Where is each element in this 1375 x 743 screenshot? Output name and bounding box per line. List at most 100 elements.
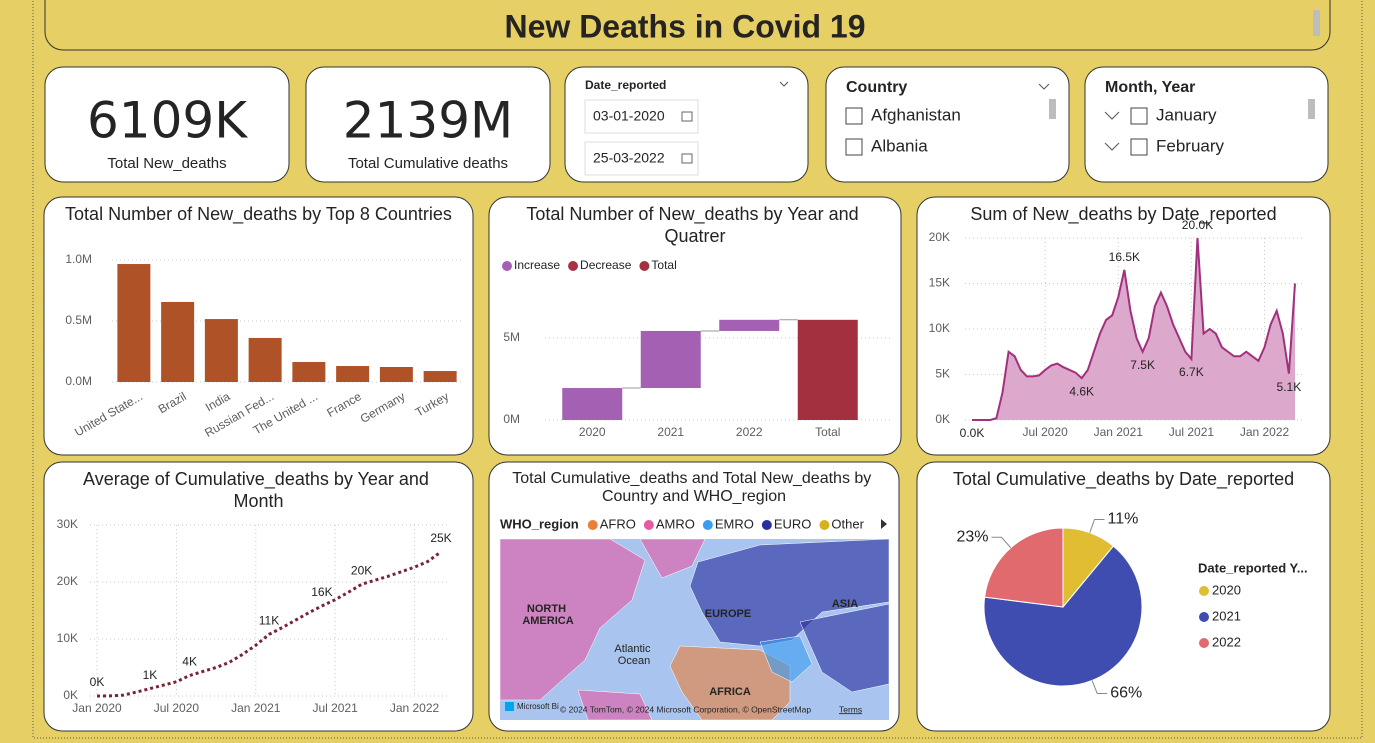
y-tick-label: 0M <box>503 412 520 426</box>
date-input[interactable] <box>584 99 699 134</box>
y-tick-label: 0.5M <box>65 313 92 327</box>
card-label: Total New_deaths <box>107 155 226 172</box>
panel <box>43 461 474 732</box>
y-tick-label: 10K <box>929 321 950 335</box>
line <box>972 237 1296 421</box>
y-tick-label: 5K <box>935 367 950 381</box>
slicer-item[interactable]: January <box>1156 105 1217 124</box>
pie-slice <box>984 527 1064 608</box>
legend-marker <box>587 520 598 530</box>
bar <box>423 371 457 382</box>
x-tick-label: Total <box>815 425 840 439</box>
chart-title: Total Cumulative_deaths by Date_reported <box>953 469 1294 490</box>
x-tick-label: Jan 2021 <box>231 701 281 715</box>
y-tick-label: 20K <box>57 574 78 588</box>
slicer-item[interactable]: Afghanistan <box>871 105 961 124</box>
legend-marker <box>702 520 713 530</box>
date-input[interactable] <box>584 141 699 176</box>
checkbox[interactable] <box>1130 107 1148 125</box>
legend-label: AFRO <box>600 516 636 531</box>
chart-title: Average of Cumulative_deaths by Year and… <box>83 469 434 511</box>
map-terms[interactable]: Terms <box>839 704 862 714</box>
slicer-item[interactable]: February <box>1156 136 1225 155</box>
legend-label: Increase <box>514 258 560 272</box>
data-label: 5.1K <box>1277 380 1302 394</box>
data-label: 16K <box>311 585 332 599</box>
region[interactable] <box>759 635 813 683</box>
slicer-item[interactable]: Albania <box>871 136 928 155</box>
date-value: 25-03-2022 <box>593 150 665 166</box>
card-value: 6109K <box>87 92 248 150</box>
legend-title: Date_reported Y... <box>1198 560 1308 575</box>
calendar-icon[interactable] <box>681 153 693 164</box>
leader-line <box>1091 680 1108 694</box>
data-label: 4.6K <box>1069 384 1094 398</box>
chevron[interactable] <box>1038 83 1050 90</box>
checkbox[interactable] <box>1130 138 1148 156</box>
data-label: 0.0K <box>960 426 985 440</box>
calendar-icon[interactable] <box>681 111 693 122</box>
panel <box>305 66 551 183</box>
legend-next[interactable] <box>881 519 887 529</box>
data-label: 7.5K <box>1130 358 1155 372</box>
map-logo: Microsoft Bi <box>517 702 559 711</box>
checkbox[interactable] <box>845 107 863 125</box>
y-tick-label: 1.0M <box>65 252 92 266</box>
waterfall-bar <box>719 319 780 331</box>
y-tick-label: 5M <box>503 330 520 344</box>
leader-line <box>991 536 1012 549</box>
scrollbar[interactable] <box>1313 10 1320 36</box>
legend-label: Decrease <box>580 258 632 272</box>
expand-chevron[interactable] <box>1104 111 1120 120</box>
panel <box>825 66 1070 183</box>
slicer-title: Date_reported <box>585 78 666 92</box>
data-label: 23% <box>956 528 988 545</box>
legend-marker <box>643 520 654 530</box>
region[interactable] <box>639 539 706 579</box>
region[interactable] <box>577 689 653 720</box>
x-tick-label: 2021 <box>657 425 684 439</box>
scrollbar[interactable] <box>1308 99 1315 119</box>
data-label: 11% <box>1108 511 1139 528</box>
x-tick-label: Jan 2022 <box>1240 425 1290 439</box>
x-tick-label: 2022 <box>736 425 763 439</box>
data-label: 4K <box>182 655 197 669</box>
legend-label: 2021 <box>1212 608 1241 623</box>
region[interactable] <box>500 539 646 701</box>
waterfall-bar <box>562 388 623 420</box>
legend-marker <box>1199 638 1209 648</box>
map-label: EUROPE <box>705 608 751 620</box>
bar <box>292 361 326 382</box>
legend-label: Total <box>651 258 676 272</box>
y-tick-label: 0K <box>935 412 950 426</box>
checkbox[interactable] <box>845 138 863 156</box>
legend-label: AMRO <box>656 516 695 531</box>
waterfall-bar <box>797 319 858 420</box>
map-label: NORTH AMERICA <box>522 603 573 627</box>
chart-title: Total Number of New_deaths by Top 8 Coun… <box>65 204 452 225</box>
scrollbar[interactable] <box>1049 99 1056 119</box>
map-label: AFRICA <box>709 686 751 698</box>
map-label: Atlantic Ocean <box>614 643 653 667</box>
data-label: 25K <box>430 531 451 545</box>
legend-label: EURO <box>774 516 812 531</box>
line <box>96 550 442 698</box>
x-tick-label: Jan 2021 <box>1094 425 1144 439</box>
page-title: New Deaths in Covid 19 <box>505 8 866 44</box>
map[interactable]: NORTH AMERICA EUROPE ASIA Atlantic Ocean AFR… <box>500 539 889 720</box>
map-label: ASIA <box>832 598 858 610</box>
legend-marker <box>761 520 772 530</box>
slicer-title: Month, Year <box>1105 79 1195 96</box>
data-label: 0K <box>90 675 105 689</box>
bar <box>379 366 413 382</box>
date-value: 03-01-2020 <box>593 108 665 124</box>
chevron[interactable] <box>779 81 789 87</box>
legend-title: WHO_region <box>500 516 579 531</box>
expand-chevron[interactable] <box>1104 142 1120 151</box>
region[interactable] <box>799 603 889 693</box>
panel <box>43 196 474 456</box>
y-tick-label: 0K <box>63 688 78 702</box>
card-value: 2139M <box>343 92 513 150</box>
x-tick-label: Jul 2020 <box>154 701 200 715</box>
title-banner <box>44 0 1331 51</box>
